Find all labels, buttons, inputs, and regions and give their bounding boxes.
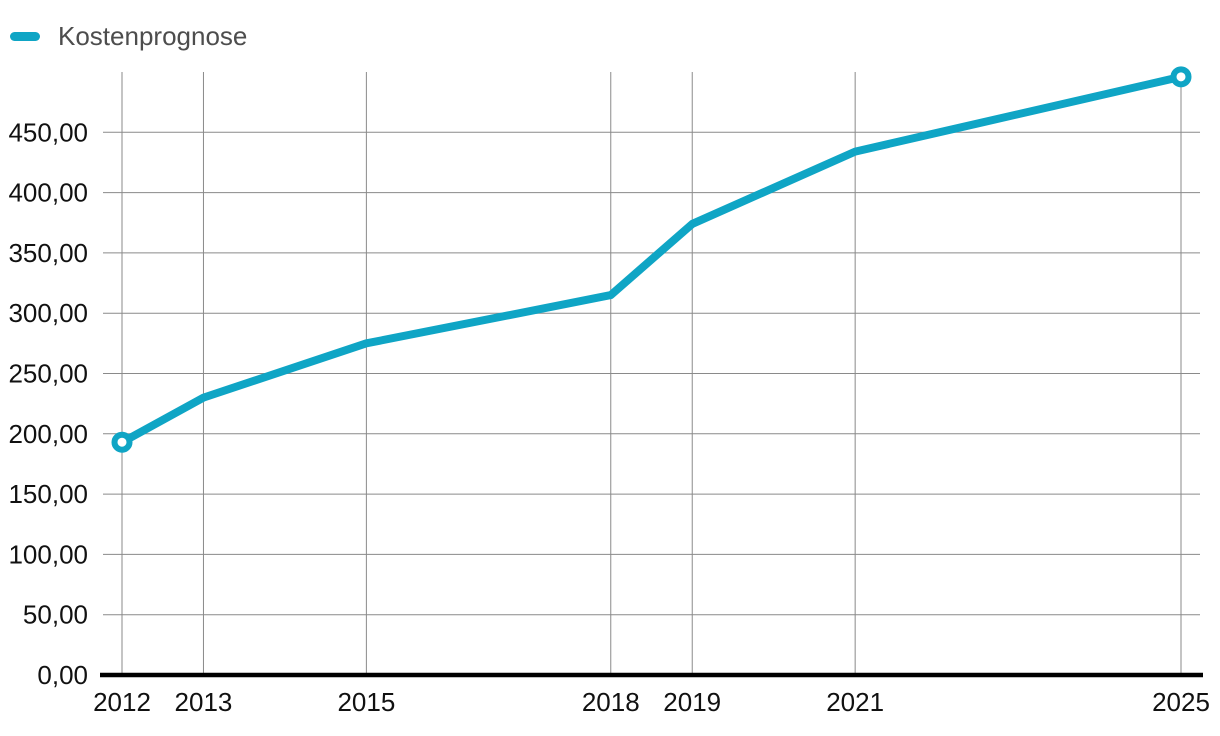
legend: Kostenprognose bbox=[10, 22, 247, 50]
x-tick-label: 2013 bbox=[175, 687, 233, 717]
legend-label: Kostenprognose bbox=[58, 21, 248, 51]
y-tick-label: 200,00 bbox=[8, 419, 88, 449]
x-tick-label: 2018 bbox=[582, 687, 640, 717]
x-tick-label: 2021 bbox=[826, 687, 884, 717]
x-tick-label: 2025 bbox=[1152, 687, 1210, 717]
y-tick-label: 150,00 bbox=[8, 479, 88, 509]
x-tick-label: 2015 bbox=[337, 687, 395, 717]
y-tick-label: 250,00 bbox=[8, 359, 88, 389]
y-tick-label: 300,00 bbox=[8, 298, 88, 328]
data-point-marker bbox=[1170, 66, 1192, 88]
y-tick-label: 0,00 bbox=[37, 660, 88, 690]
x-tick-label: 2019 bbox=[663, 687, 721, 717]
y-tick-label: 50,00 bbox=[23, 600, 88, 630]
y-tick-label: 100,00 bbox=[8, 539, 88, 569]
series-line bbox=[118, 72, 1185, 447]
x-tick-label: 2012 bbox=[93, 687, 151, 717]
y-tick-label: 350,00 bbox=[8, 238, 88, 268]
data-point-marker bbox=[111, 431, 133, 453]
y-tick-label: 400,00 bbox=[8, 178, 88, 208]
legend-swatch bbox=[10, 31, 40, 41]
y-tick-label: 450,00 bbox=[8, 117, 88, 147]
